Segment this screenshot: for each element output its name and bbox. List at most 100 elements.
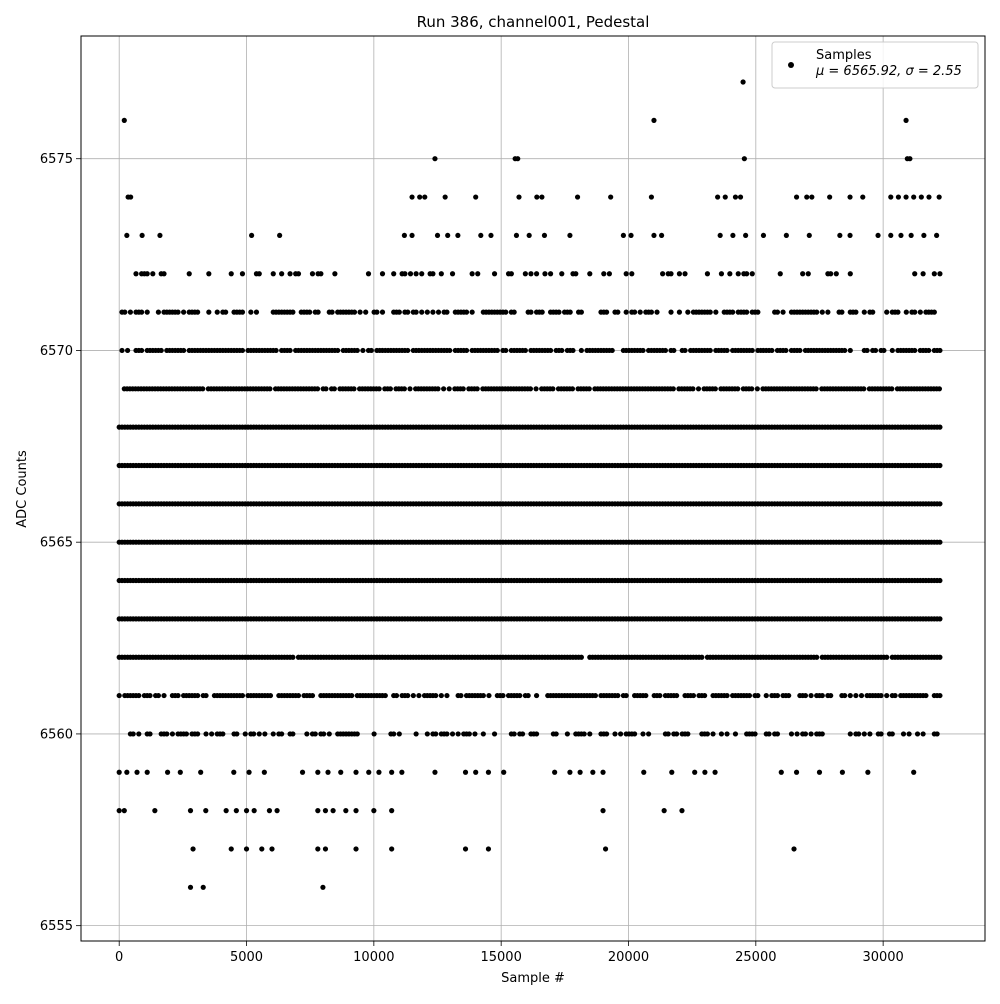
x-axis-label: Sample # bbox=[501, 971, 565, 986]
data-point bbox=[139, 232, 145, 239]
data-point bbox=[417, 194, 423, 200]
data-point bbox=[343, 808, 349, 814]
data-point bbox=[569, 386, 576, 392]
data-point bbox=[889, 731, 895, 737]
y-tick-label: 6570 bbox=[40, 344, 73, 359]
data-point bbox=[239, 692, 246, 699]
data-point bbox=[670, 386, 676, 392]
data-point bbox=[819, 731, 825, 737]
data-point bbox=[407, 386, 413, 392]
data-point bbox=[124, 769, 130, 775]
data-point bbox=[889, 347, 895, 354]
data-point bbox=[363, 309, 369, 315]
data-point bbox=[332, 271, 338, 277]
data-point bbox=[926, 194, 932, 200]
data-point bbox=[828, 692, 834, 699]
data-point bbox=[527, 386, 534, 392]
data-point bbox=[419, 309, 425, 315]
data-point bbox=[371, 808, 377, 814]
data-point bbox=[884, 309, 890, 315]
data-point bbox=[581, 731, 587, 737]
data-point bbox=[511, 309, 517, 315]
data-point bbox=[533, 386, 539, 392]
data-point bbox=[746, 692, 753, 699]
data-point bbox=[147, 731, 153, 737]
data-point bbox=[315, 846, 321, 852]
data-point bbox=[730, 232, 736, 239]
data-point bbox=[269, 846, 275, 852]
data-point bbox=[190, 846, 196, 852]
data-point bbox=[203, 692, 209, 699]
data-point bbox=[299, 769, 306, 775]
data-point bbox=[892, 692, 898, 699]
data-point bbox=[354, 347, 360, 354]
data-point bbox=[808, 731, 814, 737]
data-point bbox=[685, 731, 691, 737]
data-point bbox=[290, 654, 296, 660]
data-point bbox=[181, 309, 187, 315]
data-point bbox=[409, 194, 415, 200]
data-point bbox=[917, 309, 923, 315]
data-point bbox=[713, 309, 719, 315]
data-point bbox=[936, 386, 943, 392]
data-point bbox=[295, 271, 302, 277]
data-point bbox=[615, 309, 621, 315]
data-point bbox=[491, 731, 498, 737]
data-point bbox=[139, 347, 145, 354]
data-point bbox=[577, 769, 583, 775]
data-point bbox=[797, 347, 803, 354]
data-point bbox=[937, 577, 943, 584]
data-point bbox=[330, 808, 336, 814]
data-point bbox=[434, 232, 441, 239]
data-point bbox=[861, 309, 867, 315]
data-point bbox=[564, 731, 570, 737]
data-point bbox=[458, 692, 464, 699]
data-point bbox=[682, 347, 688, 354]
data-point bbox=[239, 347, 246, 354]
data-point bbox=[600, 808, 606, 814]
x-tick-label: 10000 bbox=[353, 950, 394, 965]
data-point bbox=[676, 309, 683, 315]
data-point bbox=[155, 692, 162, 699]
data-point bbox=[623, 271, 629, 277]
data-point bbox=[903, 194, 909, 200]
data-point bbox=[401, 386, 407, 392]
data-point bbox=[861, 731, 867, 737]
data-point bbox=[366, 769, 372, 775]
data-point bbox=[399, 769, 405, 775]
data-point bbox=[376, 769, 382, 775]
data-point bbox=[374, 309, 380, 315]
data-point bbox=[574, 194, 581, 200]
data-point bbox=[290, 309, 296, 315]
data-point bbox=[349, 692, 355, 699]
data-point bbox=[517, 692, 523, 699]
x-axis: 0 5000 10000 15000 20000 25000 30000 bbox=[115, 941, 904, 965]
data-point bbox=[228, 271, 234, 277]
data-point bbox=[539, 194, 545, 200]
data-point bbox=[662, 347, 669, 354]
data-point bbox=[442, 194, 448, 200]
data-point bbox=[808, 692, 814, 699]
data-point bbox=[121, 117, 127, 123]
data-point bbox=[847, 692, 853, 699]
data-point bbox=[516, 194, 522, 200]
data-point bbox=[906, 731, 912, 737]
x-tick-label: 0 bbox=[115, 950, 123, 965]
data-point bbox=[119, 347, 125, 354]
data-point bbox=[503, 309, 509, 315]
data-point bbox=[513, 232, 520, 239]
data-point bbox=[287, 271, 293, 277]
data-point bbox=[325, 769, 331, 775]
data-point bbox=[553, 731, 559, 737]
data-point bbox=[791, 846, 797, 852]
data-point bbox=[376, 386, 382, 392]
legend-entry-label: Samples bbox=[816, 48, 872, 63]
data-point bbox=[267, 386, 273, 392]
data-point bbox=[752, 731, 758, 737]
data-point bbox=[715, 194, 721, 200]
data-point bbox=[365, 271, 372, 277]
data-point bbox=[353, 846, 359, 852]
data-point bbox=[732, 194, 739, 200]
data-point bbox=[629, 271, 635, 277]
